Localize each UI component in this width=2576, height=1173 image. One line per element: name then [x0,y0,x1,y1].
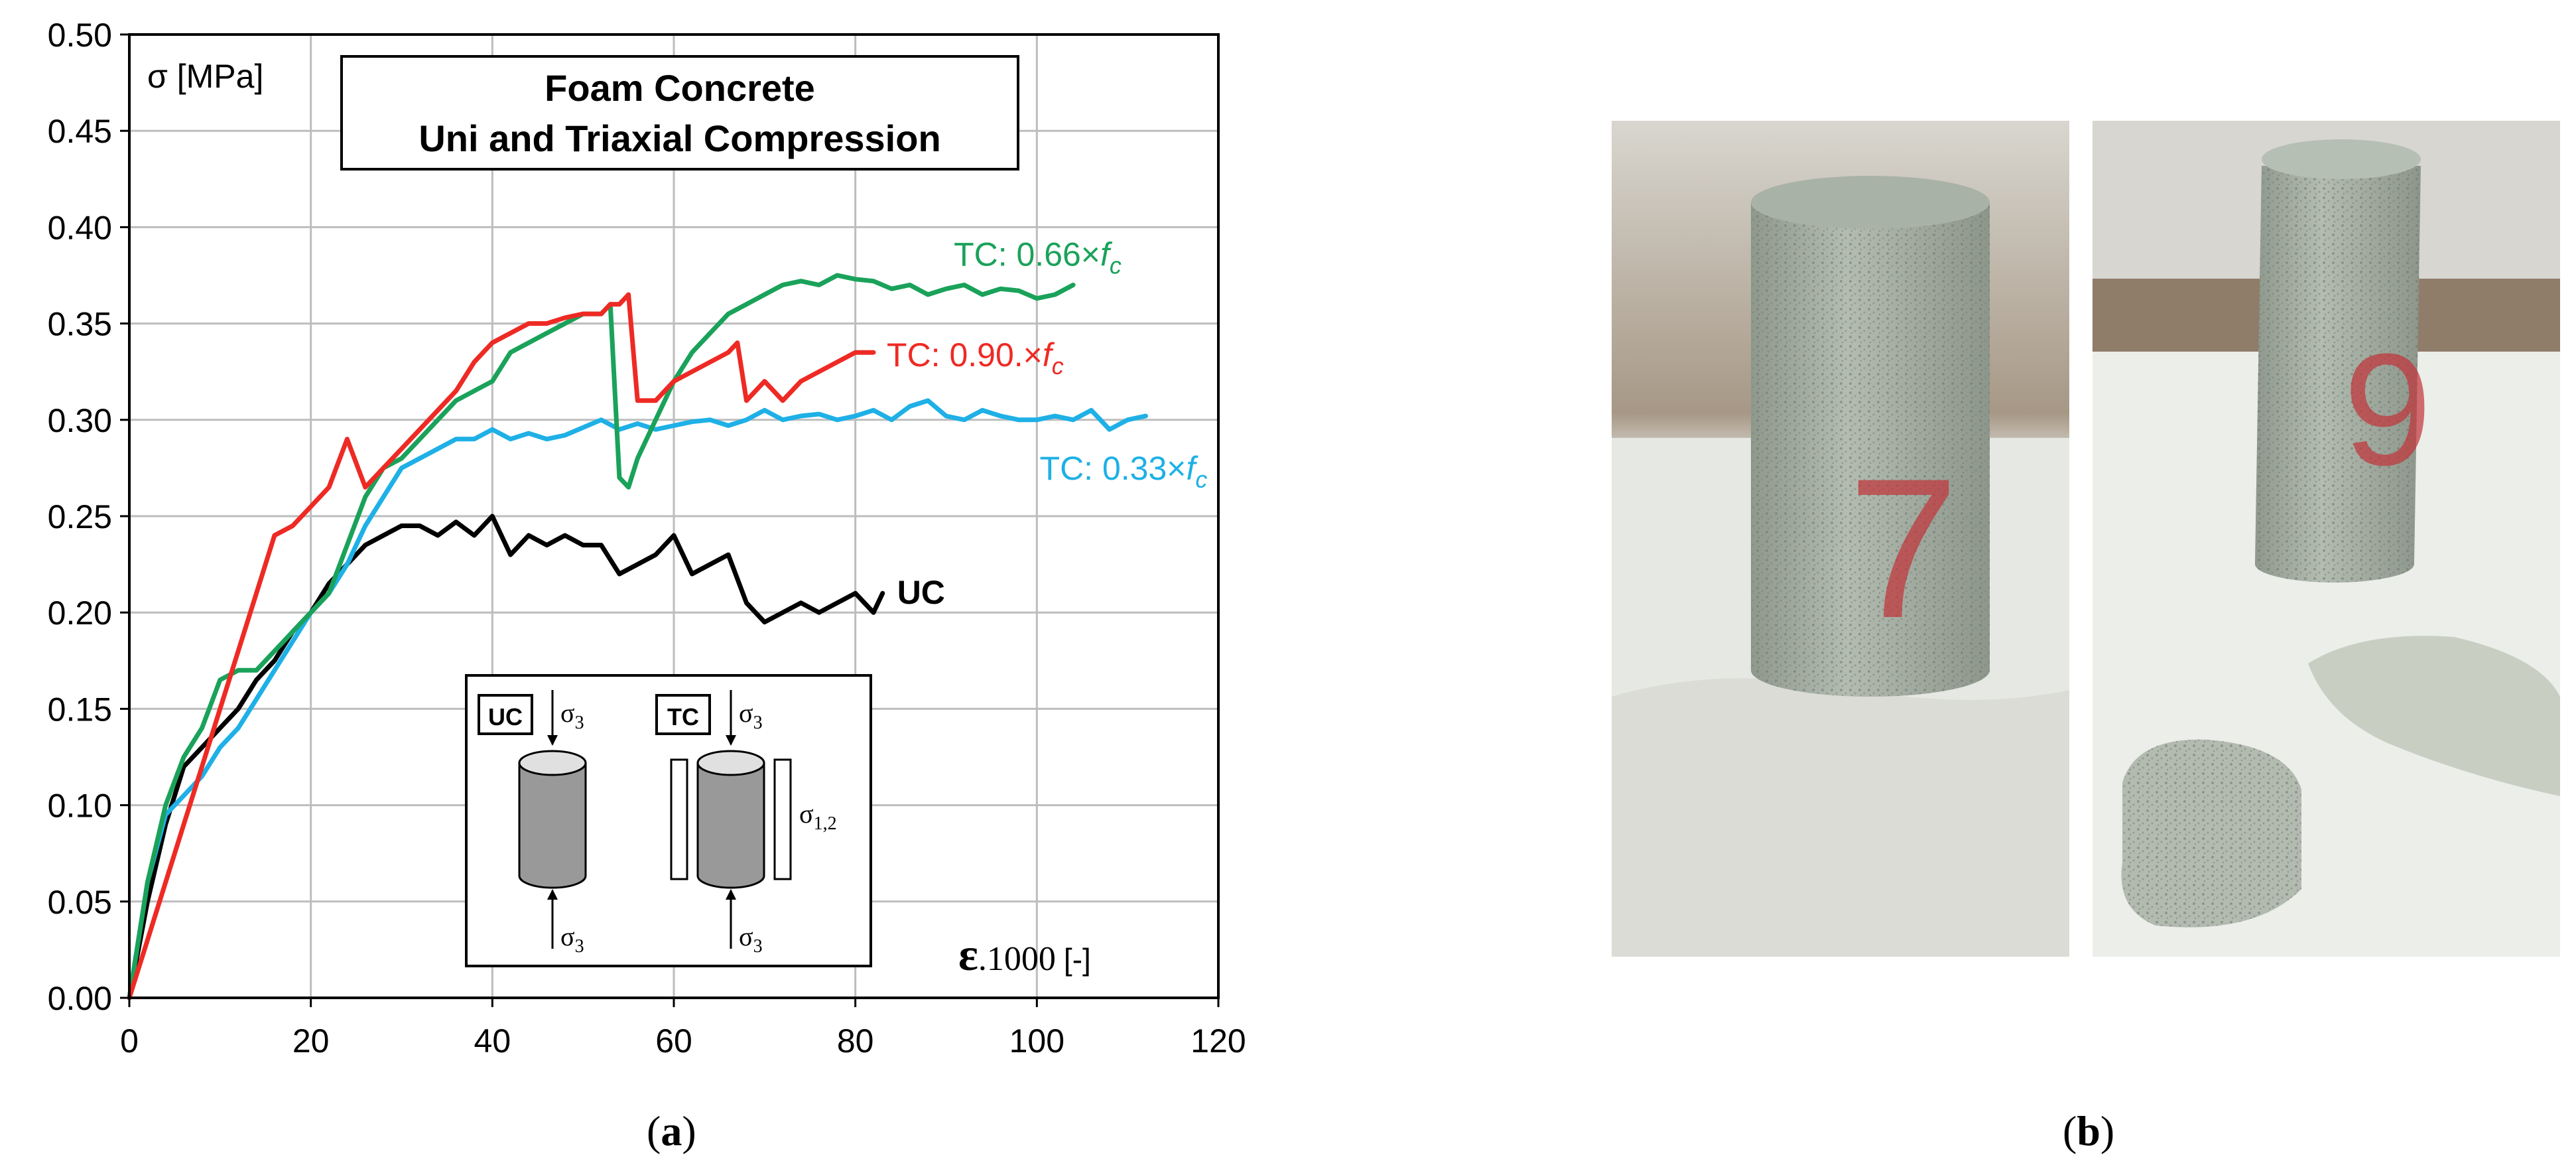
inset-tc-top-arrowhead [726,735,736,746]
inset-tc-tag [655,694,711,735]
y-tick-label: 0.25 [48,498,112,535]
x-tick-label: 40 [474,1022,511,1060]
series-label-tc-0-66: TC: 0.66×fc [954,236,1122,279]
series-line-tc-0-33 [127,398,1148,1000]
photo-7-marker-number: 7 [1848,437,1959,659]
y-tick-label: 0.10 [48,788,112,825]
photo-specimen-9: 9 [2093,121,2560,957]
inset-uc-sigma-top-symbol: σ [560,698,575,728]
inset-tc-sigma-bottom-symbol: σ [739,922,753,951]
y-tick-label: 0.20 [48,594,112,632]
series-lines [127,273,1148,1000]
inset-uc-label: UC [488,703,523,730]
inset-tc-sigma-bottom-sub: 3 [753,936,763,957]
x-axis-symbol: ε [958,930,978,981]
caption-a: (a) [647,1107,696,1156]
inset-tc-left-plate [670,758,688,880]
inset-uc-sigma-top: σ3 [560,698,584,733]
photo-specimen-7: 7 [1612,121,2069,957]
inset-uc-sigma-bottom: σ3 [560,922,584,957]
caption-b-close: ) [2100,1107,2115,1154]
caption-b-letter: b [2077,1107,2100,1154]
y-tick-label: 0.05 [48,884,112,921]
series-label-tc-0-90: TC: 0.90.×fc [887,336,1064,380]
x-tick-label: 120 [1191,1022,1246,1060]
title-box [340,55,1019,171]
inset-uc-cylinder-top [518,750,587,776]
x-tick-label: 100 [1009,1022,1064,1060]
series-label-sub: c [1052,352,1064,380]
inset-tc-cylinder [696,762,765,889]
inset-uc-sigma-bottom-symbol: σ [560,922,575,951]
series-labels: UC TC: 0.33×fc TC: 0.66×fc TC: 0.90.×fc [887,236,1207,612]
y-tick-label: 0.15 [48,691,112,728]
inset-tc-sigma-top-sub: 3 [753,713,763,733]
caption-a-letter: a [661,1107,682,1154]
y-tick-label: 0.40 [48,209,112,246]
inset-uc-bottom-arrowhead [547,889,558,900]
series-label-text: UC [897,574,945,611]
caption-b-open: ( [2063,1107,2077,1154]
series-label-sub: c [1195,466,1207,493]
x-axis-label: ε.1000 [-] [958,930,1091,981]
series-label-text: TC: 0.66× [954,236,1100,273]
inset-tc-sigma-side: σ1,2 [799,799,837,834]
y-tick-label: 0.35 [48,306,112,343]
photo-9-debris [2308,636,2560,796]
photo-7-cylinder-top [1751,176,1990,229]
y-tick-label: 0.00 [48,980,112,1017]
photo-9-broken-piece-texture [2121,739,2301,928]
axis-ticks: 0 20 40 60 80 100 120 0.00 0.05 0.10 0.15 0.20 0.25 0… [48,17,1246,1060]
photo-9-cylinder-texture [2255,166,2421,583]
chart-title-line2: Uni and Triaxial Compression [419,117,940,159]
x-tick-label: 20 [292,1022,330,1060]
specimen-photos: 7 9 [1612,121,2560,957]
inset-tc-right-plate [773,758,792,880]
inset-tc-bottom-arrowhead [726,889,736,900]
series-line-uc [127,514,885,1000]
chart-title-line1: Foam Concrete [545,67,815,109]
inset-uc-top-arrowhead [547,735,558,746]
series-label-text: TC: 0.90.× [887,336,1043,374]
caption-a-close: ) [682,1107,696,1154]
series-label-sub: c [1110,252,1122,279]
inset-tc-sigma-bottom: σ3 [739,922,763,957]
x-tick-label: 60 [655,1022,692,1060]
caption-b: (b) [2063,1107,2114,1156]
caption-a-open: ( [647,1107,661,1154]
photo-9-marker-number: 9 [2343,320,2431,498]
x-tick-label: 0 [120,1022,139,1060]
y-axis-label: σ [MPa] [147,58,263,95]
inset-tc-sigma-top-symbol: σ [739,698,753,728]
test-setup-inset: UC σ3 σ3 TC σ3 σ1,2 σ3 [465,674,872,967]
series-label-tc-0-33: TC: 0.33×fc [1040,450,1208,493]
photo-7-dust [1612,678,2069,957]
inset-tc-label: TC [667,703,699,730]
series-line-tc-0-90 [127,292,876,1000]
photo-7-cylinder-texture [1751,202,1990,697]
inset-uc-tag [478,694,533,735]
y-tick-label: 0.30 [48,402,112,439]
x-axis-unit: [-] [1064,942,1091,977]
photo-9-cylinder-top [2262,139,2421,179]
series-label-uc: UC [897,574,945,611]
inset-uc-sigma-bottom-sub: 3 [575,936,584,957]
x-tick-label: 80 [837,1022,874,1060]
y-tick-label: 0.50 [48,17,112,54]
inset-uc-sigma-top-sub: 3 [575,713,584,733]
y-tick-label: 0.45 [48,113,112,150]
series-label-text: TC: 0.33× [1040,450,1187,487]
inset-tc-cylinder-top [696,750,765,776]
inset-tc-sigma-top: σ3 [739,698,763,733]
inset-uc-cylinder [518,762,587,889]
inset-tc-sigma-side-symbol: σ [799,799,814,829]
inset-tc-sigma-side-sub: 1,2 [814,813,837,834]
x-axis-factor: .1000 [978,940,1056,978]
